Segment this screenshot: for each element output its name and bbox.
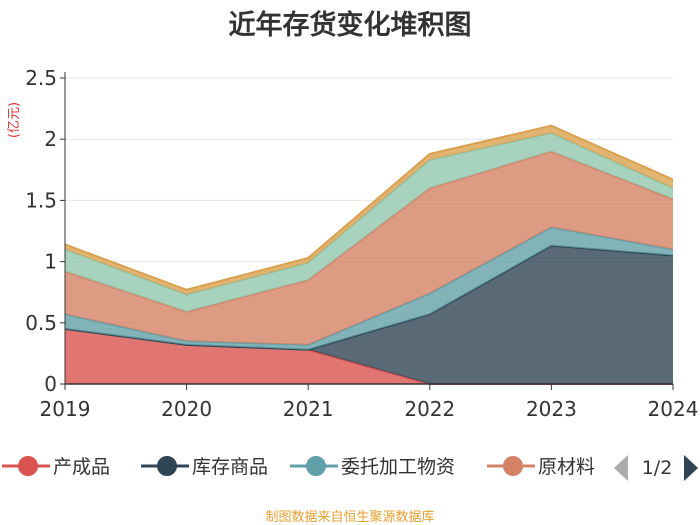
axes: 0 0.5 1 1.5 2 2.5 2019 2020 2021 2022 2023 2024 <box>25 66 698 421</box>
legend-pager: 1/2 <box>614 455 698 481</box>
legend-item[interactable]: 库存商品 <box>141 456 268 478</box>
series-line-其他 <box>64 124 674 291</box>
area-在产品 <box>65 133 673 312</box>
x-tick-label: 2019 <box>40 397 91 421</box>
y-tick-label: 1.5 <box>25 188 57 212</box>
x-tick-label: 2021 <box>283 397 334 421</box>
area-库存商品 <box>65 245 673 384</box>
legend-item[interactable]: 委托加工物资 <box>290 456 455 478</box>
legend-marker <box>157 456 177 476</box>
legend-label: 库存商品 <box>192 456 268 478</box>
legend-label: 原材料 <box>538 456 595 478</box>
y-tick-label: 0.5 <box>25 311 57 335</box>
legend-marker <box>306 456 326 476</box>
legend: 产成品 库存商品 委托加工物资 原材料 1/2 <box>2 455 698 481</box>
area-原材料 <box>65 151 673 345</box>
source-note: 制图数据来自恒生聚源数据库 <box>265 509 434 525</box>
area-委托加工物资 <box>65 227 673 350</box>
x-tick-label: 2023 <box>526 397 577 421</box>
x-tick-label: 2022 <box>404 397 455 421</box>
legend-item[interactable]: 原材料 <box>487 456 595 478</box>
legend-prev-icon[interactable] <box>614 455 628 481</box>
area-产成品 <box>65 328 673 384</box>
y-axis-unit: (亿元) <box>7 102 22 138</box>
legend-page-number: 1/2 <box>642 457 673 479</box>
chart-title: 近年存货变化堆积图 <box>229 9 472 41</box>
legend-marker <box>18 456 38 476</box>
x-tick-label: 2024 <box>648 397 699 421</box>
y-tick-label: 0 <box>44 372 57 396</box>
area-其他 <box>65 125 673 295</box>
legend-item[interactable]: 产成品 <box>2 456 110 478</box>
y-tick-label: 1 <box>44 250 57 274</box>
x-tick-label: 2020 <box>161 397 212 421</box>
legend-marker <box>503 456 523 476</box>
y-tick-label: 2.5 <box>25 66 57 90</box>
legend-label: 委托加工物资 <box>341 456 455 478</box>
area-series <box>64 124 674 385</box>
legend-next-icon[interactable] <box>684 455 698 481</box>
legend-label: 产成品 <box>53 456 110 478</box>
y-tick-label: 2 <box>44 127 57 151</box>
